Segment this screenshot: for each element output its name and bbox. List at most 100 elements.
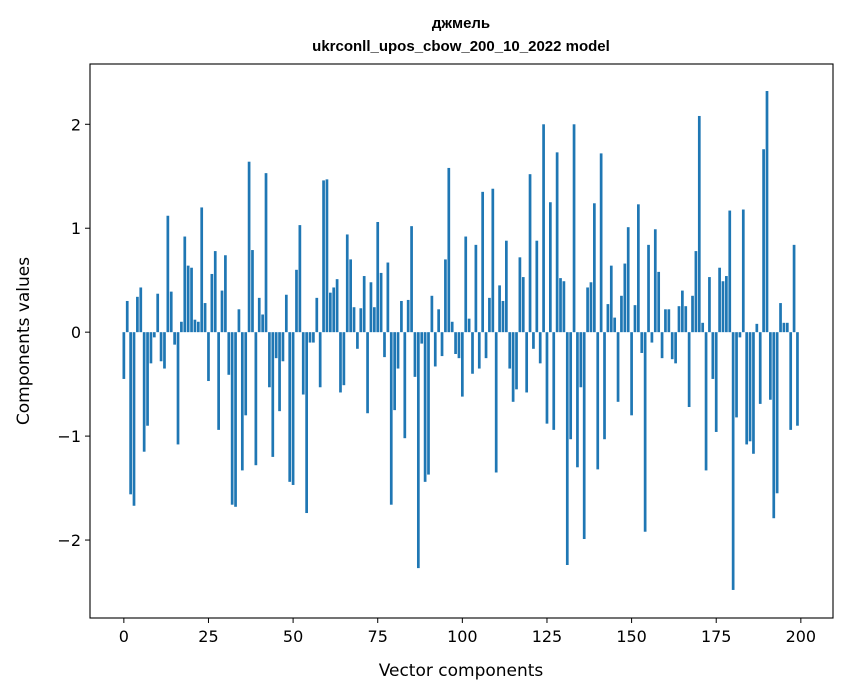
- bar-99: [457, 332, 461, 359]
- bar-40: [257, 297, 261, 333]
- bar-37: [247, 161, 251, 333]
- bar-94: [440, 332, 444, 357]
- y-tick-label-0: 0: [71, 323, 81, 342]
- bar-15: [173, 332, 176, 345]
- bar-102: [467, 318, 471, 333]
- bars-group: [122, 91, 799, 590]
- bar-130: [562, 281, 566, 333]
- bar-107: [484, 332, 488, 359]
- bar-126: [549, 202, 552, 333]
- bar-25: [207, 332, 210, 382]
- bar-57: [315, 297, 319, 333]
- bar-77: [383, 332, 386, 358]
- bar-119: [525, 332, 529, 393]
- bar-180: [731, 332, 735, 590]
- bar-18: [183, 236, 187, 333]
- bar-69: [356, 332, 359, 349]
- bar-153: [640, 332, 644, 353]
- x-axis-label: Vector components: [379, 661, 544, 681]
- bar-117: [518, 257, 522, 333]
- bar-133: [572, 124, 576, 333]
- bar-138: [589, 282, 593, 333]
- bar-91: [430, 295, 434, 333]
- bar-161: [667, 309, 671, 333]
- y-axis-ticks: −2 −1 0 1 2: [57, 115, 90, 550]
- bar-61: [328, 292, 332, 333]
- bar-88: [420, 332, 424, 344]
- bar-2: [129, 332, 132, 495]
- bar-184: [745, 332, 749, 445]
- bar-92: [433, 332, 437, 367]
- bar-195: [782, 322, 786, 333]
- bar-162: [670, 332, 674, 360]
- chart-title-line1: джмель: [432, 15, 490, 32]
- bar-50: [291, 332, 295, 485]
- bar-190: [765, 91, 769, 333]
- bar-139: [593, 203, 596, 333]
- bar-75: [376, 221, 380, 333]
- bar-3: [132, 332, 136, 506]
- bar-164: [677, 306, 681, 333]
- bar-156: [650, 332, 654, 343]
- bar-135: [579, 332, 583, 388]
- bar-65: [342, 332, 346, 386]
- bar-108: [488, 297, 491, 333]
- bar-155: [647, 244, 650, 333]
- x-tick-label-50: 50: [283, 627, 303, 646]
- bar-105: [477, 332, 481, 369]
- bar-128: [555, 152, 559, 333]
- bar-14: [169, 291, 173, 333]
- bar-171: [701, 322, 705, 333]
- bar-82: [400, 300, 403, 333]
- bar-103: [471, 332, 474, 374]
- bar-98: [454, 332, 457, 354]
- bar-154: [643, 332, 647, 532]
- bar-36: [244, 332, 248, 416]
- bar-58: [318, 332, 322, 388]
- bar-86: [413, 332, 417, 377]
- bar-157: [653, 229, 657, 333]
- bar-32: [230, 332, 234, 505]
- bar-73: [369, 282, 373, 333]
- bar-116: [515, 332, 518, 390]
- bar-193: [775, 332, 779, 494]
- bar-197: [789, 332, 793, 430]
- bar-70: [359, 308, 363, 333]
- bar-41: [261, 314, 264, 333]
- bar-22: [196, 321, 200, 333]
- bar-33: [234, 332, 237, 507]
- bar-39: [254, 332, 258, 466]
- bar-181: [735, 332, 738, 418]
- bar-60: [325, 179, 329, 333]
- bar-28: [217, 332, 220, 430]
- bar-141: [599, 153, 603, 333]
- bar-152: [637, 204, 640, 333]
- bar-85: [410, 226, 413, 333]
- bar-120: [528, 174, 532, 333]
- bar-79: [389, 332, 393, 505]
- bar-167: [687, 332, 691, 408]
- bar-100: [460, 332, 464, 397]
- bar-149: [626, 227, 630, 333]
- bar-113: [505, 240, 508, 333]
- bar-175: [714, 332, 718, 432]
- bar-21: [193, 319, 197, 333]
- bar-137: [586, 287, 589, 333]
- bar-80: [393, 332, 396, 411]
- y-tick-label--1: −1: [57, 427, 81, 446]
- bar-24: [203, 303, 207, 333]
- bar-62: [332, 287, 336, 333]
- bar-127: [552, 332, 556, 430]
- bar-96: [447, 167, 451, 333]
- bar-198: [792, 244, 796, 333]
- bar-163: [674, 332, 677, 364]
- chart-title-line2: ukrconll_upos_cbow_200_10_2022 model: [312, 38, 610, 55]
- bar-27: [213, 251, 217, 333]
- bar-90: [427, 332, 430, 475]
- bar-66: [345, 234, 349, 333]
- bar-172: [704, 332, 708, 471]
- bar-159: [660, 332, 664, 359]
- bar-7: [146, 332, 149, 426]
